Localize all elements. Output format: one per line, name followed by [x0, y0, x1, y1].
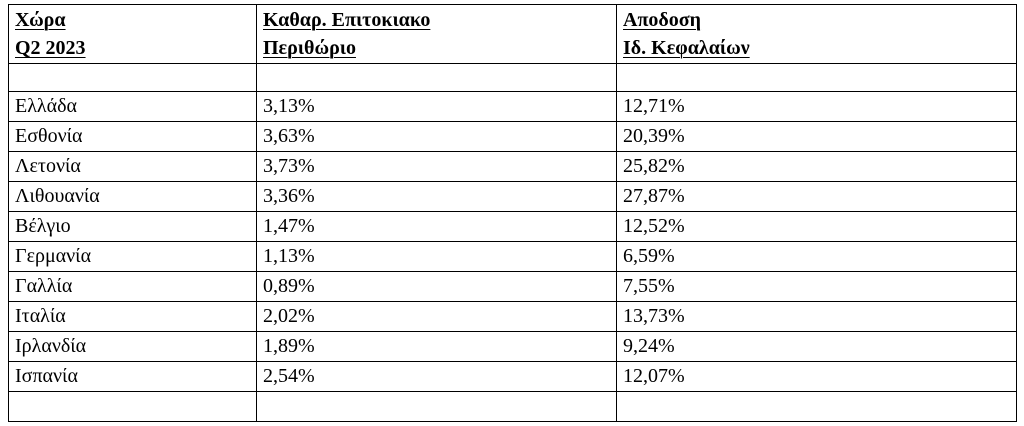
value-cell: 9,24%	[616, 331, 1017, 362]
data-row: Λιθουανία 3,36% 27,87%	[8, 181, 1017, 212]
data-row: Ελλάδα 3,13% 12,71%	[8, 91, 1017, 122]
empty-cell	[616, 391, 1017, 422]
header-text: Καθαρ. Επιτοκιακο	[263, 9, 431, 31]
country-cell: Ιταλία	[8, 301, 257, 332]
value-cell: 6,59%	[616, 241, 1017, 272]
value-cell: 3,63%	[256, 121, 617, 152]
data-row: Ισπανία 2,54% 12,07%	[8, 361, 1017, 392]
header-text: Q2 2023	[15, 37, 86, 59]
country-cell: Ιρλανδία	[8, 331, 257, 362]
empty-cell	[256, 63, 617, 92]
empty-cell	[8, 391, 257, 422]
country-cell: Γερμανία	[8, 241, 257, 272]
data-row: Εσθονία 3,63% 20,39%	[8, 121, 1017, 152]
country-cell: Γαλλία	[8, 271, 257, 302]
header-cell: Καθαρ. Επιτοκιακο Περιθώριο	[256, 4, 617, 64]
empty-row	[8, 63, 1017, 92]
empty-cell	[616, 63, 1017, 92]
header-cell: Αποδοση Ιδ. Κεφαλαίων	[616, 4, 1017, 64]
country-cell: Εσθονία	[8, 121, 257, 152]
value-cell: 12,52%	[616, 211, 1017, 242]
header-cell: Χώρα Q2 2023	[8, 4, 257, 64]
data-table: Χώρα Q2 2023 Καθαρ. Επιτοκιακο Περιθώριο Απο…	[8, 4, 1017, 422]
value-cell: 2,54%	[256, 361, 617, 392]
data-row: Ιρλανδία 1,89% 9,24%	[8, 331, 1017, 362]
value-cell: 1,13%	[256, 241, 617, 272]
header-text: Χώρα	[15, 9, 66, 31]
value-cell: 20,39%	[616, 121, 1017, 152]
table-body: Χώρα Q2 2023 Καθαρ. Επιτοκιακο Περιθώριο Απο…	[8, 4, 1017, 422]
empty-cell	[256, 391, 617, 422]
value-cell: 1,47%	[256, 211, 617, 242]
value-cell: 3,36%	[256, 181, 617, 212]
country-cell: Βέλγιο	[8, 211, 257, 242]
country-cell: Ελλάδα	[8, 91, 257, 122]
empty-row	[8, 391, 1017, 422]
value-cell: 7,55%	[616, 271, 1017, 302]
data-row: Βέλγιο 1,47% 12,52%	[8, 211, 1017, 242]
data-row: Γαλλία 0,89% 7,55%	[8, 271, 1017, 302]
value-cell: 25,82%	[616, 151, 1017, 182]
value-cell: 27,87%	[616, 181, 1017, 212]
value-cell: 1,89%	[256, 331, 617, 362]
header-text: Περιθώριο	[263, 37, 356, 59]
data-row: Ιταλία 2,02% 13,73%	[8, 301, 1017, 332]
value-cell: 12,71%	[616, 91, 1017, 122]
header-text: Αποδοση	[623, 9, 702, 31]
empty-cell	[8, 63, 257, 92]
header-row: Χώρα Q2 2023 Καθαρ. Επιτοκιακο Περιθώριο Απο…	[8, 4, 1017, 64]
value-cell: 2,02%	[256, 301, 617, 332]
value-cell: 3,13%	[256, 91, 617, 122]
data-row: Λετονία 3,73% 25,82%	[8, 151, 1017, 182]
country-cell: Λιθουανία	[8, 181, 257, 212]
value-cell: 0,89%	[256, 271, 617, 302]
data-row: Γερμανία 1,13% 6,59%	[8, 241, 1017, 272]
country-cell: Ισπανία	[8, 361, 257, 392]
country-cell: Λετονία	[8, 151, 257, 182]
value-cell: 3,73%	[256, 151, 617, 182]
value-cell: 12,07%	[616, 361, 1017, 392]
value-cell: 13,73%	[616, 301, 1017, 332]
header-text: Ιδ. Κεφαλαίων	[623, 37, 750, 59]
